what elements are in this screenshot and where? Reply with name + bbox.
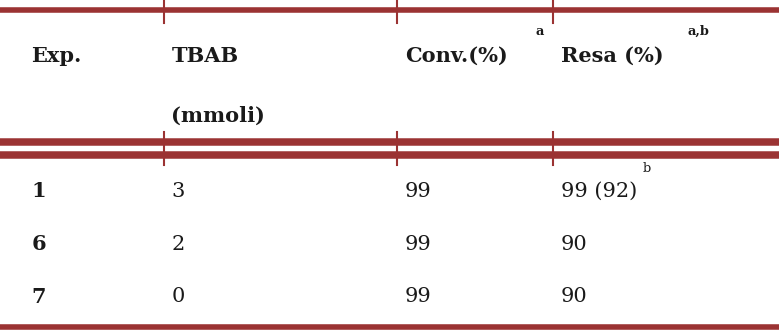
Text: 99 (92): 99 (92) <box>561 182 637 201</box>
Text: TBAB: TBAB <box>171 46 238 66</box>
Text: Conv.(%): Conv.(%) <box>405 46 508 66</box>
Text: 2: 2 <box>171 235 185 254</box>
Text: 1: 1 <box>31 182 46 201</box>
Text: 90: 90 <box>561 235 587 254</box>
Text: Exp.: Exp. <box>31 46 82 66</box>
Text: 3: 3 <box>171 182 185 201</box>
Text: Resa (%): Resa (%) <box>561 46 664 66</box>
Text: 90: 90 <box>561 287 587 307</box>
Text: b: b <box>643 162 651 175</box>
Text: 99: 99 <box>405 182 432 201</box>
Text: 7: 7 <box>31 287 46 307</box>
Text: (mmoli): (mmoli) <box>171 106 266 125</box>
Text: 99: 99 <box>405 287 432 307</box>
Text: 99: 99 <box>405 235 432 254</box>
Text: 6: 6 <box>31 234 46 254</box>
Text: a,b: a,b <box>688 25 710 38</box>
Text: 0: 0 <box>171 287 185 307</box>
Text: a: a <box>536 25 545 38</box>
